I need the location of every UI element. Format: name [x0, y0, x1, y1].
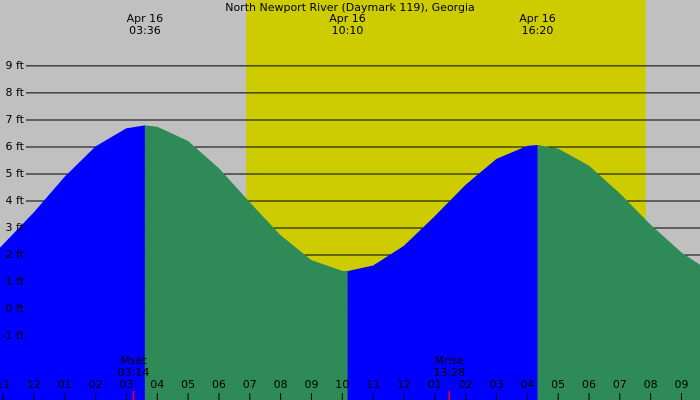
x-tick-label: 03	[489, 378, 503, 391]
x-tick-label: 01	[58, 378, 72, 391]
tide-date: Apr 16	[519, 12, 556, 25]
x-tick-label: 04	[520, 378, 534, 391]
y-tick-label: 5 ft	[6, 167, 25, 180]
moon-event-time: 03:14	[118, 366, 150, 379]
x-tick-label: 06	[212, 378, 226, 391]
moon-event-time: 13:28	[433, 366, 465, 379]
y-tick-label: 1 ft	[6, 275, 25, 288]
x-tick-label: 04	[150, 378, 164, 391]
x-tick-label: 03	[119, 378, 133, 391]
tide-time: 16:20	[522, 24, 554, 37]
x-tick-label: 08	[644, 378, 658, 391]
moon-event-label: Mset	[120, 354, 147, 367]
x-tick-label: 09	[674, 378, 688, 391]
y-tick-label: -1 ft	[2, 329, 25, 342]
x-tick-label: 05	[551, 378, 565, 391]
y-tick-label: 9 ft	[6, 59, 25, 72]
tide-date: Apr 16	[329, 12, 366, 25]
tide-area	[0, 125, 145, 400]
x-tick-label: 05	[181, 378, 195, 391]
x-tick-label: 11	[0, 378, 10, 391]
x-tick-label: 07	[243, 378, 257, 391]
x-tick-label: 08	[274, 378, 288, 391]
y-tick-label: 2 ft	[6, 248, 25, 261]
x-tick-label: 02	[459, 378, 473, 391]
y-tick-label: 3 ft	[6, 221, 25, 234]
x-tick-label: 02	[89, 378, 103, 391]
moon-event-label: Mrise	[435, 354, 465, 367]
y-tick-label: 6 ft	[6, 140, 25, 153]
y-tick-label: 0 ft	[6, 302, 25, 315]
tide-date: Apr 16	[127, 12, 164, 25]
x-tick-label: 01	[428, 378, 442, 391]
x-tick-label: 10	[335, 378, 349, 391]
x-tick-label: 07	[613, 378, 627, 391]
x-tick-label: 12	[27, 378, 41, 391]
x-tick-label: 11	[366, 378, 380, 391]
tide-time: 10:10	[332, 24, 364, 37]
chart-title: North Newport River (Daymark 119), Georg…	[225, 1, 475, 14]
y-tick-label: 8 ft	[6, 86, 25, 99]
x-tick-label: 09	[304, 378, 318, 391]
y-tick-label: 4 ft	[6, 194, 25, 207]
x-tick-label: 06	[582, 378, 596, 391]
tide-area	[537, 145, 700, 400]
tide-area	[144, 125, 348, 400]
tide-time: 03:36	[129, 24, 161, 37]
y-tick-label: 7 ft	[6, 113, 25, 126]
tide-area	[347, 145, 538, 400]
x-tick-label: 12	[397, 378, 411, 391]
